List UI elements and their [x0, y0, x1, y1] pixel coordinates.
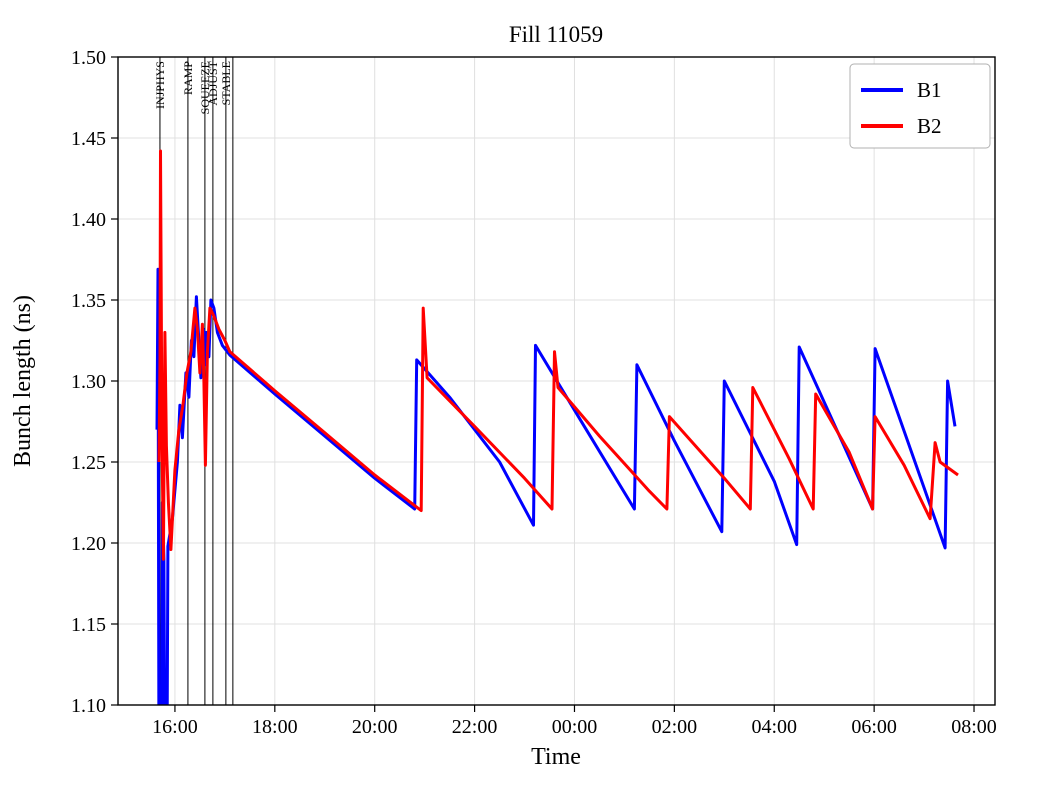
data-series — [155, 149, 959, 705]
y-tick-label: 1.30 — [71, 371, 106, 393]
y-tick-label: 1.20 — [71, 533, 106, 555]
beam-mode-label: SQUEEZE — [198, 61, 212, 114]
x-tick-label: 02:00 — [652, 716, 698, 738]
x-tick-label: 20:00 — [352, 716, 398, 738]
beam-mode-label: STABLE — [219, 61, 233, 105]
y-tick-label: 1.10 — [71, 695, 106, 717]
y-tick-label: 1.15 — [71, 614, 106, 636]
x-tick-label: 00:00 — [552, 716, 598, 738]
series-line-b2 — [157, 149, 959, 561]
x-tick-label: 04:00 — [751, 716, 797, 738]
legend: B1 B2 — [849, 63, 991, 149]
x-axis-label: Time — [531, 744, 581, 770]
beam-mode-label: ADJUST — [206, 60, 220, 105]
grid-lines — [118, 57, 995, 705]
chart-title: Fill 11059 — [509, 22, 603, 47]
plot-frame — [117, 56, 996, 706]
beam-mode-label: RAMP — [181, 61, 195, 95]
y-tick-label: 1.35 — [71, 290, 106, 312]
legend-label-b1: B1 — [917, 78, 942, 102]
y-tick-label: 1.25 — [71, 452, 106, 474]
x-tick-label: 18:00 — [252, 716, 298, 738]
y-tick-label: 1.50 — [71, 47, 106, 69]
x-tick-label: 22:00 — [452, 716, 498, 738]
y-tick-label: 1.45 — [71, 128, 106, 150]
legend-label-b2: B2 — [917, 114, 942, 138]
axis-ticks: 16:00 18:00 20:00 22:00 00:00 02:00 04:00 06:00… — [71, 47, 997, 738]
x-tick-label: 08:00 — [951, 716, 997, 738]
x-tick-label: 16:00 — [152, 716, 198, 738]
beam-mode-label: INJPHYS — [153, 61, 167, 109]
y-axis-label: Bunch length (ns) — [10, 295, 36, 467]
y-tick-label: 1.40 — [71, 209, 106, 231]
x-tick-label: 06:00 — [851, 716, 897, 738]
